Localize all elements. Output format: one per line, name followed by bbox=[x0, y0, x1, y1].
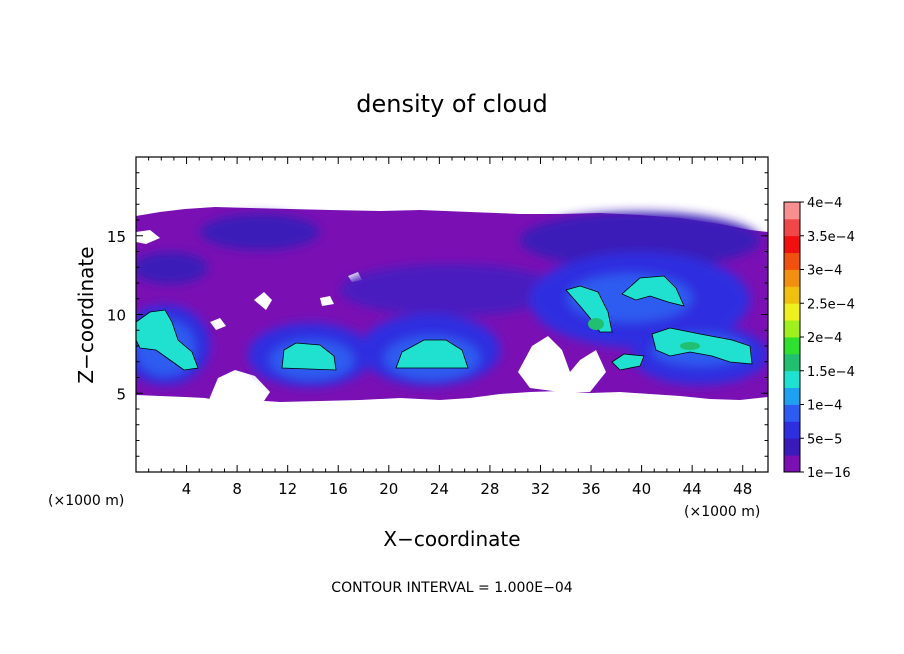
colorbar-swatch bbox=[784, 370, 800, 389]
x-tick-label: 48 bbox=[733, 480, 752, 498]
colorbar-label: 3e−4 bbox=[807, 264, 842, 279]
chart-title: density of cloud bbox=[356, 90, 547, 118]
y-tick-label: 10 bbox=[107, 307, 126, 325]
clear-air-hole bbox=[320, 296, 334, 306]
contour-interval-footer: CONTOUR INTERVAL = 1.000E−04 bbox=[331, 580, 572, 596]
colorbar-label: 3.5e−4 bbox=[807, 230, 855, 245]
colorbar-swatch bbox=[784, 404, 800, 422]
x-tick-label: 44 bbox=[683, 480, 702, 498]
x-tick-label: 8 bbox=[232, 480, 242, 498]
x-unit-right: (×1000 m) bbox=[684, 504, 760, 520]
clear-air-hole bbox=[210, 318, 226, 330]
contour-region bbox=[281, 342, 337, 371]
contour-region bbox=[651, 327, 753, 365]
cloud-band bbox=[200, 214, 320, 250]
cloud-field bbox=[136, 207, 768, 404]
colorbar: 1e−16 5e−5 1e−4 1.5e−4 2e−4 2.5e−4 3e−4 3.5e−4 4… bbox=[783, 196, 855, 481]
colorbar-swatch bbox=[784, 202, 800, 220]
colorbar-swatch bbox=[784, 235, 800, 254]
x-unit-left: (×1000 m) bbox=[48, 493, 124, 509]
colorbar-swatch bbox=[784, 252, 800, 270]
colorbar-swatch bbox=[784, 320, 800, 338]
colorbar-swatch bbox=[784, 303, 800, 321]
colorbar-swatch bbox=[784, 337, 800, 355]
contour-region bbox=[395, 339, 469, 369]
cloud-band bbox=[520, 212, 760, 268]
colorbar-label: 1.5e−4 bbox=[807, 365, 855, 380]
x-tick-label: 28 bbox=[480, 480, 499, 498]
cloud-band bbox=[340, 264, 560, 316]
colorbar-swatch bbox=[784, 421, 800, 439]
colorbar-label: 2e−4 bbox=[807, 331, 842, 346]
colorbar-swatch bbox=[784, 353, 800, 372]
x-tick-label: 12 bbox=[278, 480, 297, 498]
colorbar-label: 5e−5 bbox=[807, 432, 842, 447]
colorbar-label: 4e−4 bbox=[807, 196, 842, 211]
colorbar-label: 1e−16 bbox=[807, 466, 851, 481]
colorbar-swatch bbox=[784, 438, 800, 456]
clear-air-hole bbox=[254, 292, 272, 310]
x-tick-label: 36 bbox=[581, 480, 600, 498]
clear-air-hole bbox=[208, 370, 270, 404]
clear-air-hole bbox=[136, 230, 160, 244]
contour-regions bbox=[136, 275, 753, 371]
density-peak bbox=[588, 318, 604, 330]
contour-region bbox=[621, 275, 685, 307]
x-tick-label: 40 bbox=[632, 480, 651, 498]
colorbar-swatch bbox=[784, 286, 800, 304]
y-axis-label: Z−coordinate bbox=[74, 246, 98, 383]
x-tick-label: 24 bbox=[430, 480, 449, 498]
x-tick-label: 4 bbox=[182, 480, 192, 498]
colorbar-swatch bbox=[784, 387, 800, 405]
x-axis-ticks: 4 8 12 16 20 24 28 32 36 40 44 48 bbox=[135, 157, 769, 498]
colorbar-label: 1e−4 bbox=[807, 399, 842, 414]
colorbar-swatch bbox=[784, 218, 800, 237]
density-peak bbox=[680, 342, 700, 350]
x-tick-label: 32 bbox=[531, 480, 550, 498]
y-tick-label: 5 bbox=[116, 385, 126, 403]
contour-region bbox=[611, 353, 645, 371]
colorbar-swatch bbox=[784, 455, 800, 473]
colorbar-swatch bbox=[784, 269, 800, 287]
x-tick-label: 16 bbox=[329, 480, 348, 498]
y-tick-label: 15 bbox=[107, 228, 126, 246]
y-axis-ticks: 5 10 15 bbox=[107, 156, 768, 473]
cloud-band bbox=[136, 252, 208, 284]
contour-region bbox=[136, 309, 199, 371]
clear-air-hole bbox=[518, 336, 606, 392]
x-tick-label: 20 bbox=[379, 480, 398, 498]
colorbar-label: 2.5e−4 bbox=[807, 297, 855, 312]
x-axis-label: X−coordinate bbox=[383, 527, 520, 551]
